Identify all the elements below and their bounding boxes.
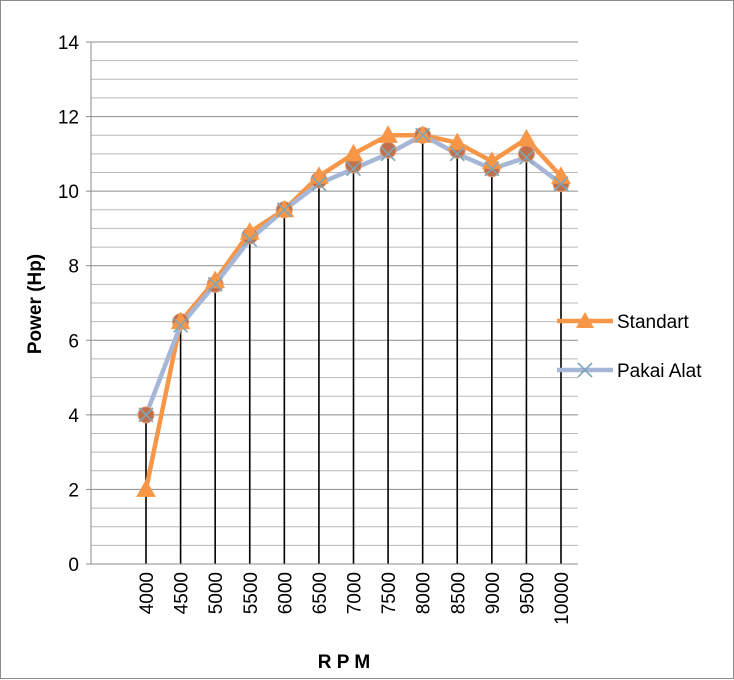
x-tick-labels: 4000 4500 5000 5500 6000 6500 7000 7500 8000 8500… (137, 572, 573, 625)
y-tick-label: 0 (68, 555, 79, 576)
triangle-marker (136, 479, 156, 497)
triangle-marker (343, 143, 364, 162)
x-tick-label: 6000 (275, 572, 296, 614)
x-marker (138, 407, 154, 423)
x-marker (276, 202, 292, 218)
x-marker (242, 232, 258, 248)
x-marker (449, 146, 465, 162)
legend-item-pakai-alat: Pakai Alat (557, 361, 702, 382)
x-tick-label: 5000 (206, 572, 227, 614)
y-tick-label: 14 (58, 33, 80, 54)
x-marker (345, 161, 362, 177)
x-marker (207, 276, 223, 292)
x-tick-label: 9500 (517, 572, 538, 614)
circle-marker (517, 145, 535, 163)
x-tick-label: 8000 (414, 572, 435, 614)
axes (86, 41, 578, 565)
x-marker (311, 176, 327, 192)
x-marker (380, 146, 396, 162)
legend-item-standart: Standart (557, 312, 690, 333)
y-tick-label: 4 (68, 406, 79, 427)
x-tick-label: 4000 (137, 572, 158, 614)
circle-marker (379, 141, 397, 159)
x-tick-label: 5500 (241, 572, 262, 614)
x-marker (484, 161, 500, 177)
x-axis-title: R P M (318, 652, 370, 673)
triangle-marker (378, 125, 398, 143)
x-tick-label: 7500 (379, 572, 400, 614)
x-tick-label: 4500 (172, 572, 193, 614)
legend-label: Standart (617, 312, 690, 333)
triangle-marker (447, 132, 468, 151)
y-tick-label: 12 (58, 108, 79, 129)
x-tick-label: 6500 (310, 572, 331, 614)
drop-lines (145, 135, 562, 564)
x-marker (553, 176, 569, 192)
x-tick-label: 9000 (483, 572, 504, 614)
y-tick-label: 6 (68, 331, 79, 352)
x-marker (518, 150, 534, 166)
y-tick-labels: 0 2 4 6 8 10 12 14 (58, 33, 80, 576)
y-tick-label: 2 (68, 480, 79, 501)
grid-layer (91, 41, 578, 565)
marker-layer (136, 125, 571, 497)
triangle-marker (516, 128, 537, 147)
x-marker (415, 127, 431, 143)
y-tick-label: 10 (58, 182, 79, 203)
x-tick-label: 7000 (345, 572, 366, 614)
y-axis-title: Power (Hp) (25, 254, 46, 354)
y-tick-label: 8 (68, 257, 79, 278)
legend-x-marker (577, 362, 593, 378)
x-marker (173, 317, 189, 333)
legend-triangle-marker (576, 312, 594, 328)
x-tick-label: 10000 (552, 572, 573, 625)
x-tick-label: 8500 (448, 572, 469, 614)
legend-label: Pakai Alat (617, 361, 702, 382)
legend: Standart Pakai Alat (557, 312, 702, 382)
